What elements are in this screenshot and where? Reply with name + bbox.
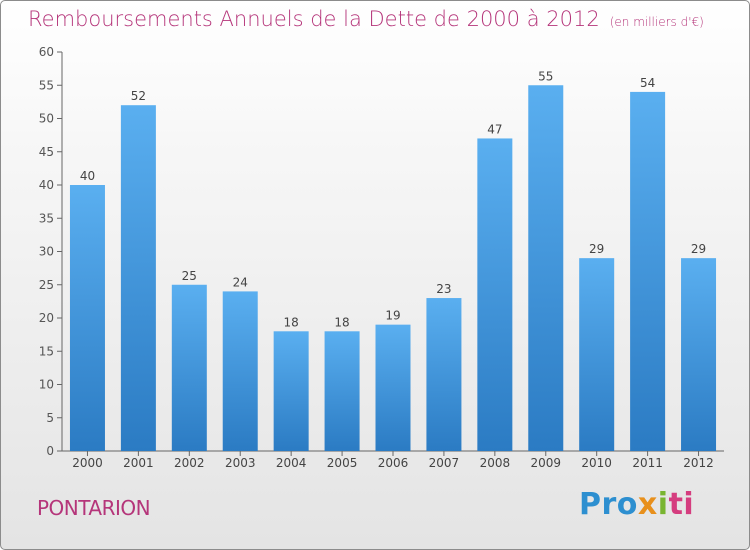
bar-2009 [528, 85, 564, 451]
bar-2007 [426, 298, 462, 451]
y-tick-label: 45 [39, 145, 54, 159]
proxiti-logo: Proxiti [579, 487, 694, 522]
logo-part-1: Pro [579, 487, 638, 522]
chart-title-text: Remboursements Annuels de la Dette de 20… [28, 7, 600, 31]
x-tick-label: 2002 [174, 456, 205, 470]
x-tick-label: 2006 [378, 456, 409, 470]
y-tick-label: 35 [39, 211, 54, 225]
bar-value-label: 40 [80, 169, 95, 183]
bar-value-label: 29 [691, 242, 706, 256]
bar-value-label: 29 [589, 242, 604, 256]
x-tick-label: 2000 [72, 456, 103, 470]
y-tick-label: 60 [39, 45, 54, 59]
bar-value-label: 55 [538, 69, 553, 83]
bar-2006 [375, 324, 411, 451]
x-tick-label: 2009 [530, 456, 561, 470]
x-tick-label: 2001 [123, 456, 154, 470]
x-tick-label: 2003 [225, 456, 256, 470]
bar-value-label: 23 [436, 282, 451, 296]
y-tick-label: 25 [39, 278, 54, 292]
bar-value-label: 24 [233, 275, 248, 289]
y-tick-label: 55 [39, 78, 54, 92]
bar-value-label: 47 [487, 122, 502, 136]
bar-2005 [324, 331, 360, 451]
x-tick-label: 2007 [429, 456, 460, 470]
bar-value-label: 25 [182, 269, 197, 283]
bar-2012 [681, 258, 717, 451]
y-tick-label: 10 [39, 378, 54, 392]
y-tick-label: 20 [39, 311, 54, 325]
y-tick-label: 15 [39, 344, 54, 358]
x-tick-label: 2008 [480, 456, 511, 470]
bar-value-label: 19 [385, 309, 400, 323]
bar-2008 [477, 138, 513, 451]
bar-2000 [69, 185, 105, 451]
logo-part-4: ti [668, 487, 695, 522]
x-tick-label: 2005 [327, 456, 358, 470]
bar-value-label: 52 [131, 89, 146, 103]
x-tick-label: 2012 [683, 456, 714, 470]
x-tick-label: 2004 [276, 456, 307, 470]
bar-2011 [630, 91, 666, 452]
bar-2010 [579, 258, 615, 451]
y-tick-label: 30 [39, 245, 54, 259]
bar-2003 [222, 291, 258, 451]
bar-2002 [171, 284, 207, 451]
x-tick-label: 2010 [581, 456, 612, 470]
chart-unit: (en milliers d'€) [609, 15, 704, 29]
x-tick-label: 2011 [632, 456, 663, 470]
y-tick-label: 5 [46, 411, 54, 425]
bar-value-label: 54 [640, 76, 655, 90]
logo-part-2: x [637, 487, 658, 522]
bar-2001 [120, 105, 156, 451]
logo-part-3: i [657, 487, 669, 522]
bar-value-label: 18 [334, 315, 349, 329]
bar-2004 [273, 331, 309, 451]
chart-title: Remboursements Annuels de la Dette de 20… [28, 7, 704, 31]
commune-name: PONTARION [37, 496, 151, 520]
bar-value-label: 18 [284, 315, 299, 329]
y-tick-label: 0 [46, 444, 54, 458]
y-tick-label: 50 [39, 112, 54, 126]
y-tick-label: 40 [39, 178, 54, 192]
